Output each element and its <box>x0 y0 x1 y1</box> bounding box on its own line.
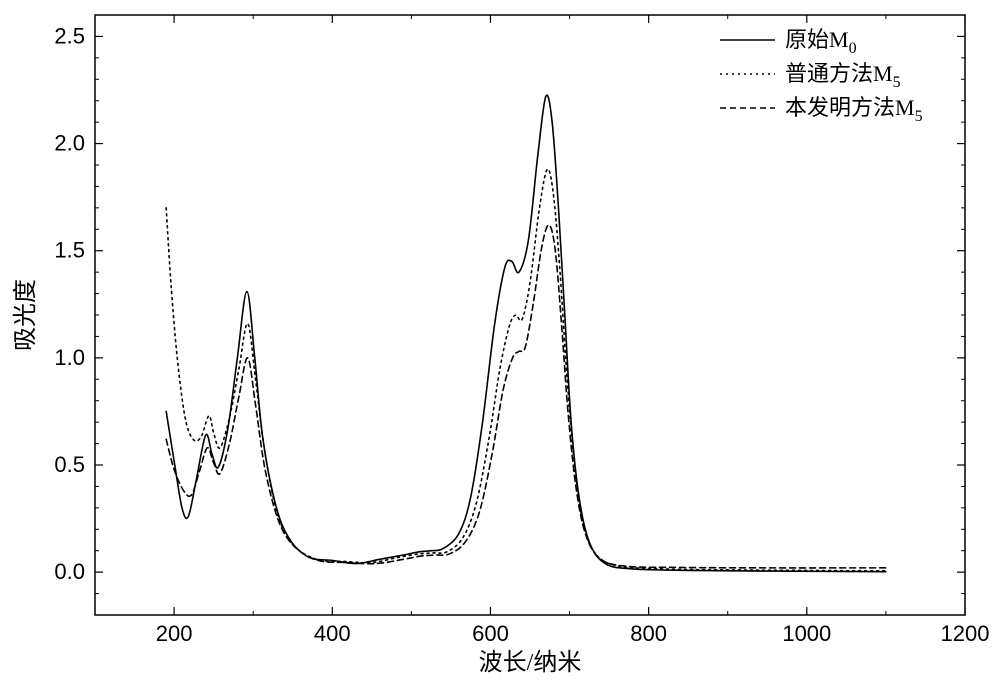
y-tick-label: 1.5 <box>54 238 85 263</box>
y-tick-label: 2.5 <box>54 23 85 48</box>
x-axis-label: 波长/纳米 <box>479 649 582 676</box>
x-tick-label: 1200 <box>941 621 990 646</box>
y-tick-label: 1.0 <box>54 345 85 370</box>
legend-label-invent_m5: 本发明方法M5 <box>785 95 923 125</box>
series-orig_m0 <box>166 95 886 572</box>
y-axis-label: 吸光度 <box>12 279 39 351</box>
absorbance-spectrum-chart: 200 400 600 800 1000 1200 0.0 0.5 1.0 1.5 2.0 2.5 波长… <box>0 0 1000 684</box>
chart-svg: 200 400 600 800 1000 1200 0.0 0.5 1.0 1.5 2.0 2.5 波长… <box>0 0 1000 684</box>
x-tick-label: 200 <box>156 621 193 646</box>
series-invent_m5 <box>166 225 886 568</box>
x-tick-label: 800 <box>630 621 667 646</box>
y-tick-label: 0.5 <box>54 452 85 477</box>
legend-label-normal_m5: 普通方法M5 <box>785 61 901 91</box>
y-tick-label: 2.0 <box>54 131 85 156</box>
x-tick-label: 400 <box>314 621 351 646</box>
y-tick-label: 0.0 <box>54 559 85 584</box>
series-normal_m5 <box>166 169 886 571</box>
legend-label-orig_m0: 原始M0 <box>785 27 857 57</box>
x-tick-label: 1000 <box>782 621 831 646</box>
x-tick-label: 600 <box>472 621 509 646</box>
